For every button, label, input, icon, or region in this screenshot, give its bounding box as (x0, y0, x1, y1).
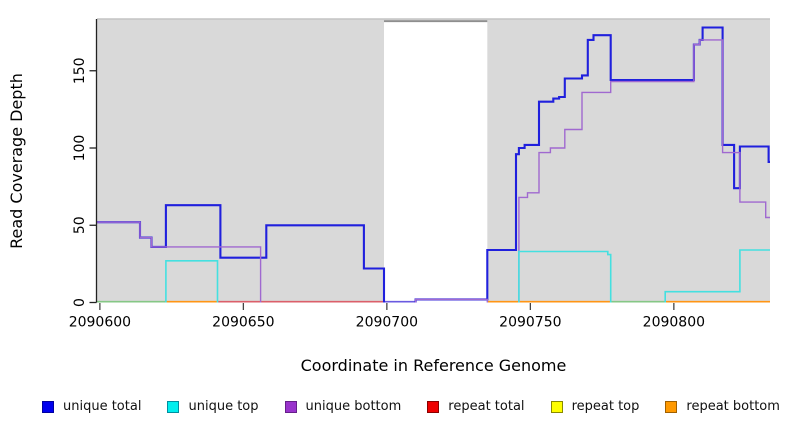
legend-label: repeat bottom (686, 399, 780, 414)
series-unique-bottom (414, 298, 488, 303)
unique-bottom-swatch-icon (284, 400, 297, 413)
series-unique-top (664, 249, 770, 303)
y-axis-title: Read Coverage Depth (7, 73, 26, 249)
series-unique-bottom (97, 221, 262, 303)
legend-label: unique total (63, 399, 142, 414)
x-tick-label: 2090700 (356, 315, 418, 331)
y-tick-label: 150 (72, 57, 88, 84)
y-tick-label: 0 (72, 298, 88, 307)
x-tick-label: 2090800 (643, 315, 705, 331)
series-unique-top (518, 250, 612, 303)
series-unique-top (165, 260, 219, 303)
coverage-plot: 0 50 100 150 2090600 2090650 2090700 2090750 209… (69, 18, 770, 331)
legend-item-repeat-top: repeat top (550, 399, 640, 414)
x-axis-title: Coordinate in Reference Genome (300, 356, 567, 375)
series-unique-bottom (518, 39, 770, 303)
x-tick-label: 2090650 (212, 315, 274, 331)
legend-label: unique bottom (305, 399, 402, 414)
legend-label: repeat top (571, 399, 640, 414)
gap-region (383, 20, 488, 303)
legend-item-repeat-total: repeat total (427, 399, 525, 414)
repeat-bottom-swatch-icon (665, 400, 678, 413)
legend-item-repeat-bottom: repeat bottom (665, 399, 780, 414)
legend-item-unique-bottom: unique bottom (284, 399, 402, 414)
legend-item-unique-top: unique top (167, 399, 259, 414)
x-tick-label: 2090750 (499, 315, 561, 331)
repeat-total-swatch-icon (427, 400, 440, 413)
y-tick-label: 50 (72, 216, 88, 234)
unique-total-swatch-icon (42, 400, 54, 413)
series-unique-total (414, 26, 770, 303)
legend-label: unique top (188, 399, 259, 414)
unique-top-swatch-icon (167, 400, 180, 413)
y-tick-label: 100 (72, 135, 88, 162)
legend-label: repeat total (448, 399, 525, 414)
x-tick-label: 2090600 (69, 315, 131, 331)
legend-item-unique-total: unique total (42, 399, 141, 414)
repeat-top-swatch-icon (550, 400, 563, 413)
plot-legend: unique total unique top unique bottom re… (42, 399, 780, 414)
